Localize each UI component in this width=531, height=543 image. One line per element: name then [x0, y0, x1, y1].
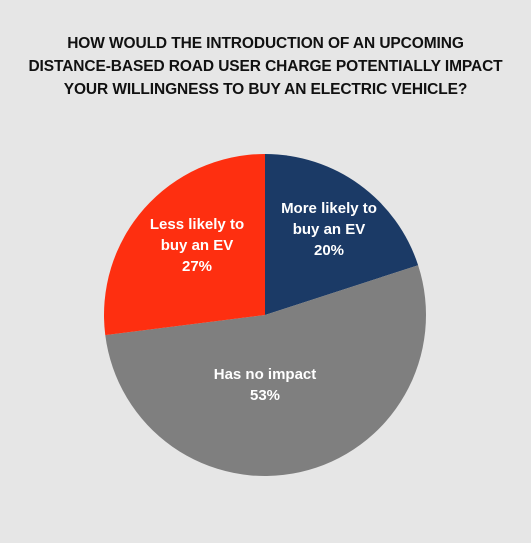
chart-title-line-2: DISTANCE-BASED ROAD USER CHARGE POTENTIA… [28, 58, 503, 75]
pie-labels: More likely to buy an EV 20% Has no impact 5… [150, 200, 377, 404]
pie-slice-1 [105, 265, 427, 477]
pie-slice-1-label-line-0: Has no impact [214, 366, 317, 383]
pie-slices [104, 154, 427, 477]
pie-slice-2-label-line-0: Less likely to [150, 216, 244, 233]
pie-slice-1-value-label: 53% [250, 387, 280, 404]
pie-slice-0-value-label: 20% [314, 242, 344, 259]
pie-slice-0-label-line-1: buy an EV [293, 221, 366, 238]
pie-slice-2-label-line-1: buy an EV [161, 237, 234, 254]
chart-title-line-3: YOUR WILLINGNESS TO BUY AN ELECTRIC VEHI… [63, 81, 468, 98]
pie-slice-0 [265, 154, 419, 315]
pie-slice-2 [104, 154, 265, 336]
pie-slice-2-value-label: 27% [182, 258, 212, 275]
pie-slice-0-label-line-0: More likely to [281, 200, 377, 217]
chart-title: HOW WOULD THE INTRODUCTION OF AN UPCOMIN… [0, 32, 531, 101]
chart-title-line-1: HOW WOULD THE INTRODUCTION OF AN UPCOMIN… [67, 35, 464, 52]
